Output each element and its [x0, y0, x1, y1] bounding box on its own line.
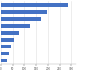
Bar: [1, 3, 68, 7]
Bar: [1, 59, 7, 62]
Bar: [1, 24, 30, 28]
Bar: [1, 31, 19, 35]
Bar: [1, 38, 14, 42]
Bar: [1, 52, 8, 55]
Bar: [1, 17, 41, 21]
Bar: [1, 45, 11, 48]
Bar: [1, 10, 47, 14]
